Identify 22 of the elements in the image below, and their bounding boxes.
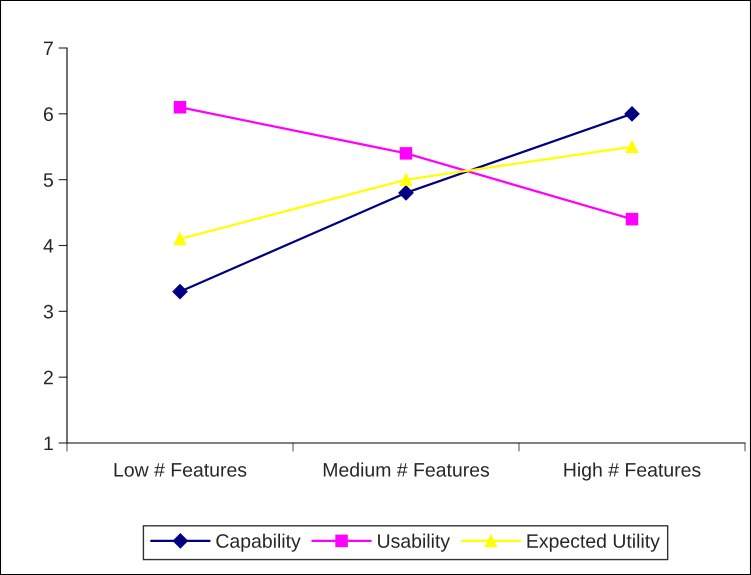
- point: [624, 106, 640, 122]
- y-tick-label: 7: [44, 42, 53, 56]
- y-tick-label: 2: [44, 370, 53, 384]
- point: [174, 101, 186, 114]
- point: [174, 232, 186, 246]
- point: [626, 212, 638, 226]
- y-tick-label: 3: [44, 304, 53, 319]
- point: [172, 284, 188, 300]
- legend-label: Usability: [378, 534, 450, 552]
- x-tick-label: Low # Features: [114, 463, 246, 477]
- point: [400, 147, 412, 160]
- point: [398, 185, 414, 200]
- y-tick-label: 1: [44, 436, 53, 450]
- legend-label: Expected Utility: [527, 534, 660, 552]
- legend-label: Capability: [216, 534, 301, 552]
- x-tick-label: High # Features: [564, 462, 700, 481]
- y-tick-label: 6: [44, 107, 53, 122]
- x-tick-label: Medium # Features: [324, 462, 490, 477]
- y-tick-label: 4: [43, 239, 54, 253]
- y-tick-label: 5: [44, 173, 53, 187]
- point: [400, 173, 412, 186]
- point: [626, 140, 638, 153]
